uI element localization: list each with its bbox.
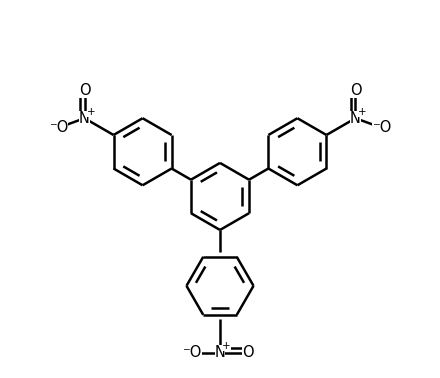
Text: ⁻O: ⁻O [372, 120, 392, 135]
Text: +: + [87, 107, 95, 116]
Text: N: N [215, 345, 225, 360]
Text: N: N [79, 111, 90, 126]
Text: ⁻O: ⁻O [48, 120, 68, 135]
Text: N: N [350, 111, 361, 126]
Text: O: O [350, 83, 361, 98]
Text: O: O [242, 345, 254, 360]
Text: O: O [79, 83, 90, 98]
Text: ⁻O: ⁻O [182, 345, 202, 360]
Text: +: + [222, 341, 231, 351]
Text: +: + [358, 107, 367, 116]
